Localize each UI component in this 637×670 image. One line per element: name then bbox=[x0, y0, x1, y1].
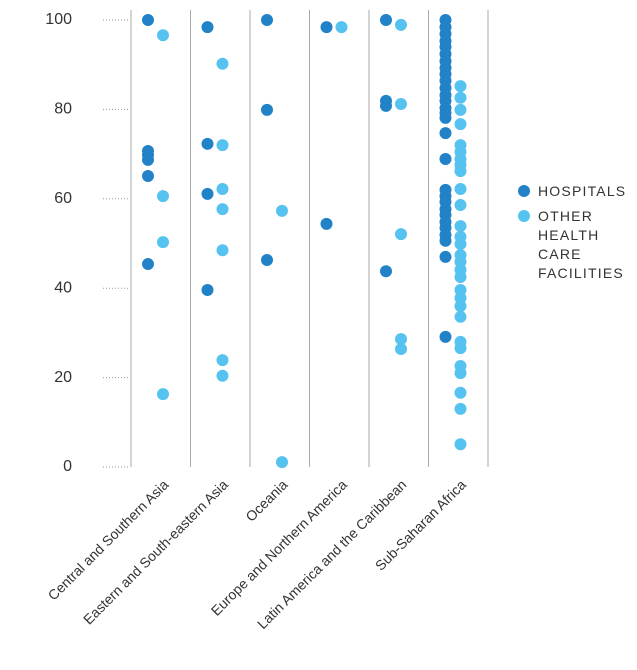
dot bbox=[454, 300, 467, 313]
dot bbox=[395, 228, 407, 241]
dot bbox=[454, 103, 467, 116]
dot bbox=[454, 386, 467, 399]
dot bbox=[454, 182, 467, 195]
dot bbox=[454, 367, 467, 380]
dot bbox=[454, 310, 467, 323]
dot bbox=[216, 354, 229, 367]
dot bbox=[157, 236, 169, 249]
legend-item: OTHER HEALTH CARE FACILITIES bbox=[518, 207, 633, 283]
dot bbox=[395, 98, 407, 111]
dot bbox=[454, 237, 467, 250]
dot bbox=[157, 388, 169, 401]
dot bbox=[454, 271, 467, 284]
dot bbox=[261, 103, 273, 116]
dot bbox=[380, 14, 392, 26]
dot bbox=[454, 199, 467, 212]
y-tick-label: 40 bbox=[54, 279, 72, 296]
y-tick-label: 60 bbox=[54, 190, 72, 207]
dot bbox=[454, 91, 467, 104]
x-tick-label: Oceania bbox=[242, 476, 290, 524]
dot bbox=[454, 342, 467, 355]
dot bbox=[380, 99, 392, 112]
dot bbox=[261, 14, 273, 26]
legend-label: OTHER HEALTH CARE FACILITIES bbox=[538, 208, 624, 281]
legend-swatch bbox=[518, 210, 530, 222]
dot bbox=[216, 369, 229, 382]
dot bbox=[320, 21, 333, 34]
dot bbox=[142, 170, 154, 183]
dot bbox=[454, 438, 467, 451]
y-tick-label: 100 bbox=[45, 11, 72, 28]
dot bbox=[454, 80, 467, 93]
legend-swatch bbox=[518, 185, 530, 197]
y-tick-label: 20 bbox=[54, 369, 72, 386]
dot bbox=[439, 234, 452, 247]
dot bbox=[454, 220, 467, 233]
dot bbox=[201, 21, 214, 34]
dot bbox=[320, 217, 333, 230]
dot bbox=[276, 204, 288, 217]
dot bbox=[157, 29, 169, 42]
dot bbox=[216, 139, 229, 152]
dot bbox=[454, 165, 467, 178]
y-tick-label: 0 bbox=[63, 458, 72, 475]
dot bbox=[216, 57, 229, 70]
x-tick-label: Central and Southern Asia bbox=[45, 476, 172, 603]
legend-item: HOSPITALS bbox=[518, 182, 633, 201]
dot bbox=[142, 258, 154, 271]
legend-label: HOSPITALS bbox=[538, 183, 627, 199]
dot bbox=[395, 333, 407, 346]
dot bbox=[439, 153, 452, 166]
dot bbox=[201, 137, 214, 150]
dot bbox=[454, 402, 467, 415]
dot bbox=[201, 187, 214, 200]
legend: HOSPITALS OTHER HEALTH CARE FACILITIES bbox=[518, 182, 633, 289]
dot bbox=[439, 330, 452, 343]
dot bbox=[157, 190, 169, 203]
dot bbox=[216, 244, 229, 257]
dot bbox=[395, 18, 407, 31]
y-tick-label: 80 bbox=[54, 101, 72, 118]
dot bbox=[142, 153, 154, 166]
dot bbox=[142, 14, 154, 26]
dot bbox=[335, 21, 348, 34]
dot bbox=[380, 265, 392, 278]
dot bbox=[216, 203, 229, 216]
dot bbox=[439, 127, 452, 140]
dot bbox=[261, 254, 273, 267]
dot bbox=[216, 182, 229, 195]
dot bbox=[439, 250, 452, 263]
dot bbox=[454, 118, 467, 131]
dot bbox=[201, 283, 214, 296]
dot bbox=[395, 342, 407, 355]
dot bbox=[439, 111, 452, 124]
dot bbox=[276, 456, 288, 469]
